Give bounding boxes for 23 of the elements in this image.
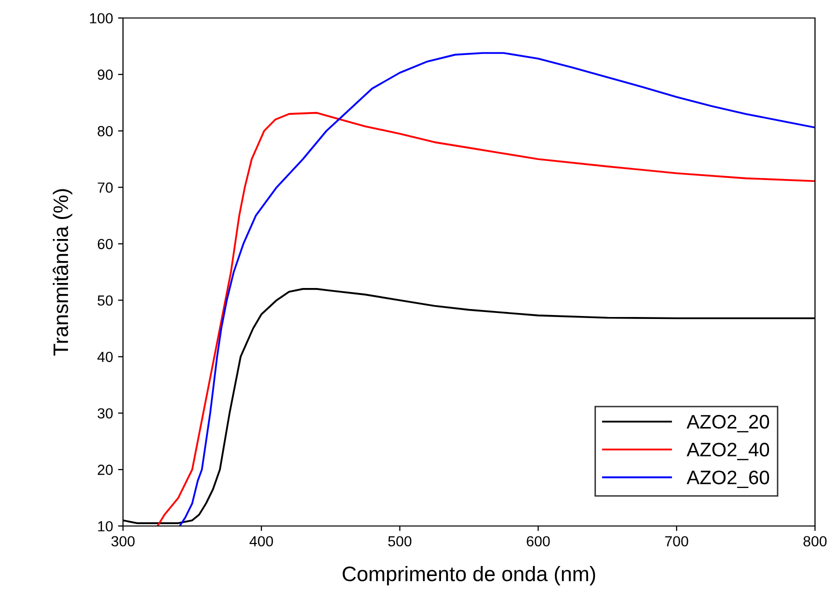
legend-label: AZO2_20 [686, 414, 770, 432]
x-tick-label: 500 [388, 536, 412, 546]
x-tick-label: 600 [526, 536, 550, 546]
x-tick-label: 800 [803, 536, 827, 546]
y-tick-label: 20 [98, 464, 113, 475]
line-series [156, 112, 815, 526]
y-tick-label: 60 [98, 238, 113, 250]
legend-label: AZO2_40 [686, 442, 770, 460]
x-axis-title: Comprimento de onda (nm) [342, 566, 596, 586]
y-tick-label: 80 [98, 126, 113, 136]
y-tick-label: 30 [98, 408, 113, 419]
y-tick-label: 50 [98, 295, 113, 306]
x-tick-label: 300 [111, 536, 135, 546]
y-axis-title: Transmitância (%) [52, 189, 72, 356]
legend-label: AZO2_60 [686, 470, 770, 488]
x-tick-label: 400 [250, 536, 273, 546]
y-tick-label: 100 [90, 13, 113, 24]
y-tick-label: 10 [98, 521, 113, 532]
x-tick-label: 700 [665, 536, 688, 546]
y-tick-label: 70 [98, 182, 113, 193]
line-series [178, 52, 815, 526]
y-tick-label: 90 [98, 70, 113, 80]
y-tick-label: 40 [97, 352, 113, 362]
